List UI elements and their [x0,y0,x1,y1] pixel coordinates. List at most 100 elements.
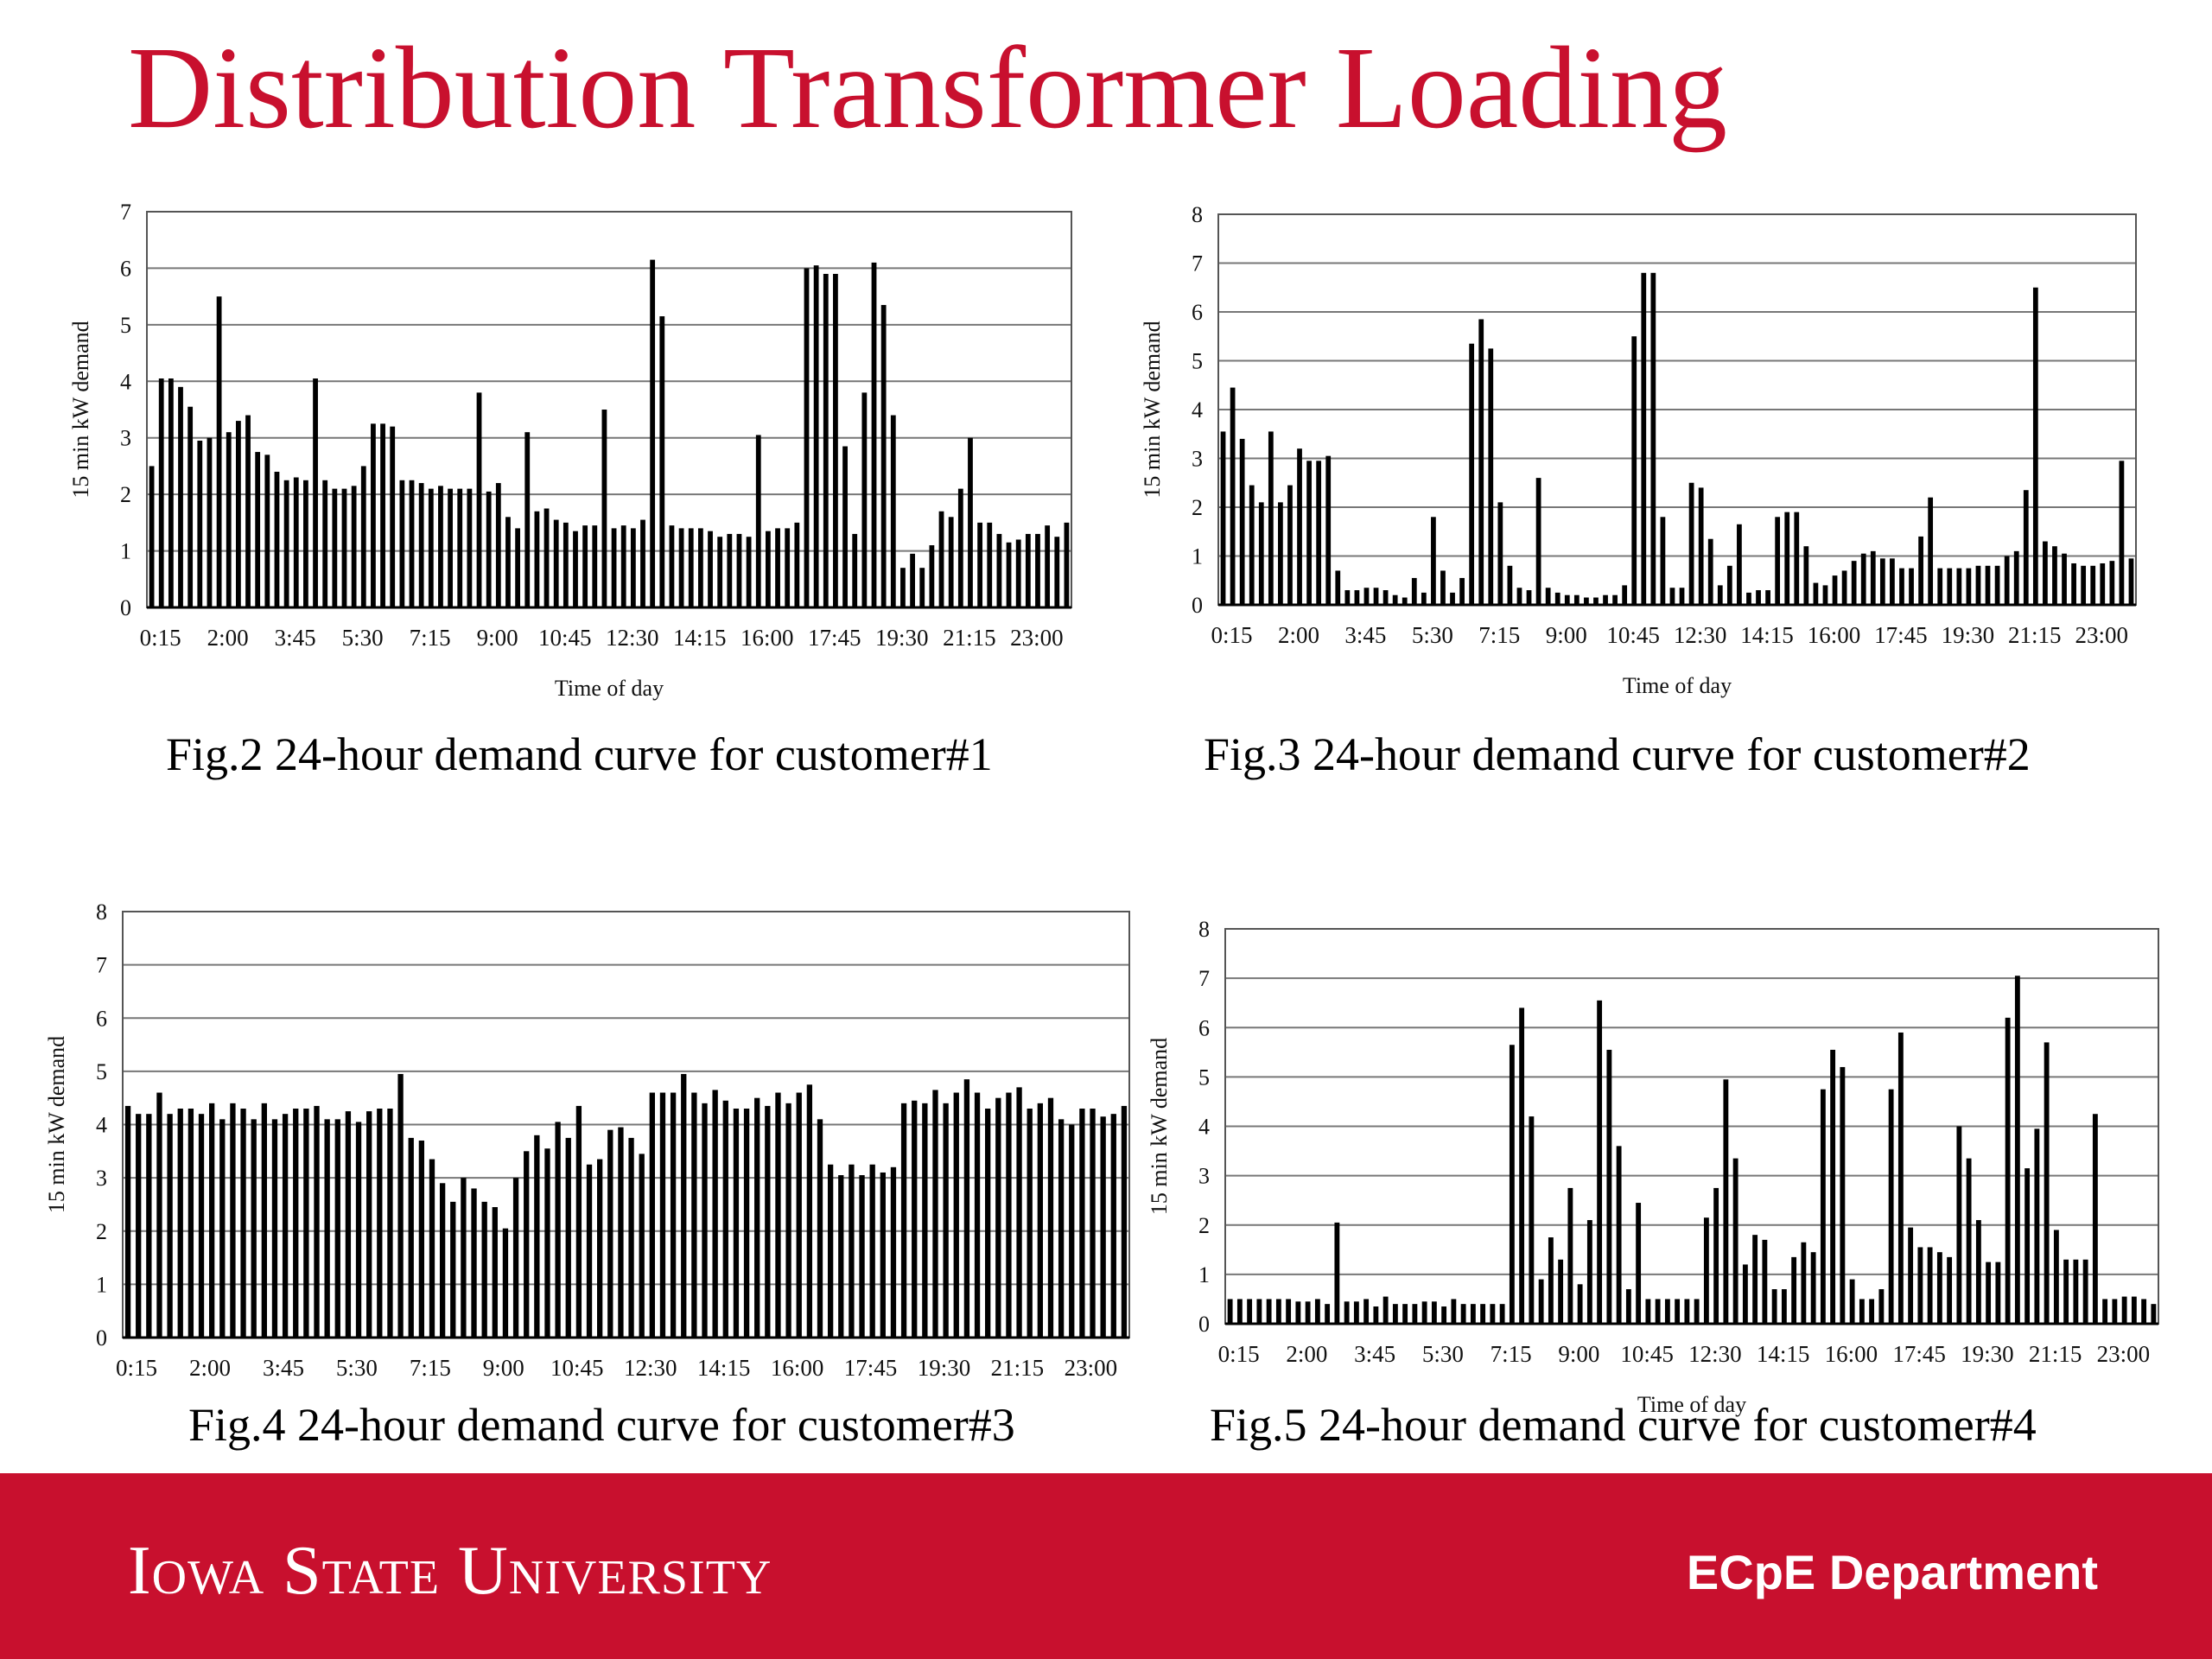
y-tick-label: 7 [1192,251,1203,276]
bar [495,483,501,607]
x-tick-label: 17:45 [844,1355,898,1381]
bar [505,517,511,607]
bar [1316,461,1322,605]
chart-customer-3: 0 1 2 3 4 5 6 7 8 0:15 2:00 3:45 5:30 7:15 9:00 10:45 12… [44,899,1130,1381]
y-axis-label: 15 min kW demand [1140,321,1165,498]
bar [869,1164,875,1338]
x-tick-label: 10:45 [1620,1341,1674,1367]
bar [754,1097,760,1338]
x-tick-label: 23:00 [1065,1355,1118,1381]
bar [1469,343,1475,605]
x-tick-label: 5:30 [1412,622,1453,648]
bar [476,392,482,607]
bar [1558,1259,1564,1324]
bar [659,316,665,607]
bar [1888,1089,1894,1324]
bar [314,1105,320,1338]
bar [630,528,636,607]
x-tick-label: 5:30 [342,625,384,651]
bar [1286,1299,1292,1324]
bar [1054,537,1060,607]
bar [1545,588,1551,605]
bar [1335,570,1341,605]
bar [1363,1299,1370,1324]
bar [1918,536,1923,605]
bar [235,421,241,607]
bar [1631,336,1637,605]
bar [1717,585,1723,605]
bar [1660,517,1666,605]
bar [1707,538,1713,605]
bar [1622,585,1628,605]
bar [1306,461,1312,605]
bar [817,1119,823,1338]
bar [1584,597,1589,605]
bar [996,533,1002,607]
bar [2131,1296,2137,1324]
bar [1411,577,1417,605]
bar [1392,1304,1398,1324]
bar [461,1178,467,1338]
bar [1554,592,1560,605]
bar [188,1109,194,1338]
bar [823,273,829,607]
bar [1791,1256,1797,1324]
x-tick-label: 14:15 [1757,1341,1810,1367]
y-tick-label: 0 [96,1325,107,1351]
bar [722,1100,728,1338]
bar [303,1109,309,1338]
bar [1451,1299,1457,1324]
bar [1694,1299,1700,1324]
y-tick-label: 1 [120,539,131,564]
bar [1928,497,1934,605]
bar [216,296,222,607]
bar [1917,1247,1923,1324]
y-tick-label: 8 [1192,202,1203,227]
bar [1781,1289,1787,1324]
bar [953,1092,959,1338]
bar [1756,590,1761,605]
bar [1890,558,1895,605]
bar [592,525,598,607]
y-tick-label: 5 [120,313,131,338]
bar [890,1166,897,1338]
bar [168,378,174,607]
bar [2014,976,2020,1324]
y-axis-label: 15 min kW demand [44,1036,69,1213]
y-axis-label: 15 min kW demand [68,321,93,498]
y-tick-label: 4 [1192,397,1203,423]
bar [283,480,289,607]
bar [355,1122,362,1338]
bar [1278,502,1283,605]
bar [2062,553,2067,605]
bar [1908,1227,1914,1324]
bar [1334,1222,1340,1324]
bar [2100,563,2106,605]
x-tick-label: 5:30 [336,1355,378,1381]
bar [1564,594,1570,605]
bar [938,511,944,607]
bar [985,1109,991,1338]
bar [1373,588,1379,605]
bar [1679,588,1685,605]
bar [852,533,858,607]
bar [1488,348,1494,605]
bar [2112,1299,2118,1324]
bar [198,1114,205,1338]
y-tick-label: 8 [1198,917,1210,942]
bar [806,1084,813,1338]
bar [377,1109,383,1338]
y-tick-label: 6 [1192,300,1203,325]
bar [932,1090,938,1338]
bar [2128,558,2134,605]
bar [1016,1087,1022,1338]
x-tick-label: 3:45 [1344,622,1386,648]
bar [1688,482,1694,605]
bar [1732,1158,1738,1324]
x-tick-label: 23:00 [2075,622,2128,648]
bar [1597,1000,1603,1324]
y-tick-label: 2 [96,1219,107,1244]
bar [1859,1299,1865,1324]
bar [1956,568,1962,605]
bar [1275,1299,1281,1324]
